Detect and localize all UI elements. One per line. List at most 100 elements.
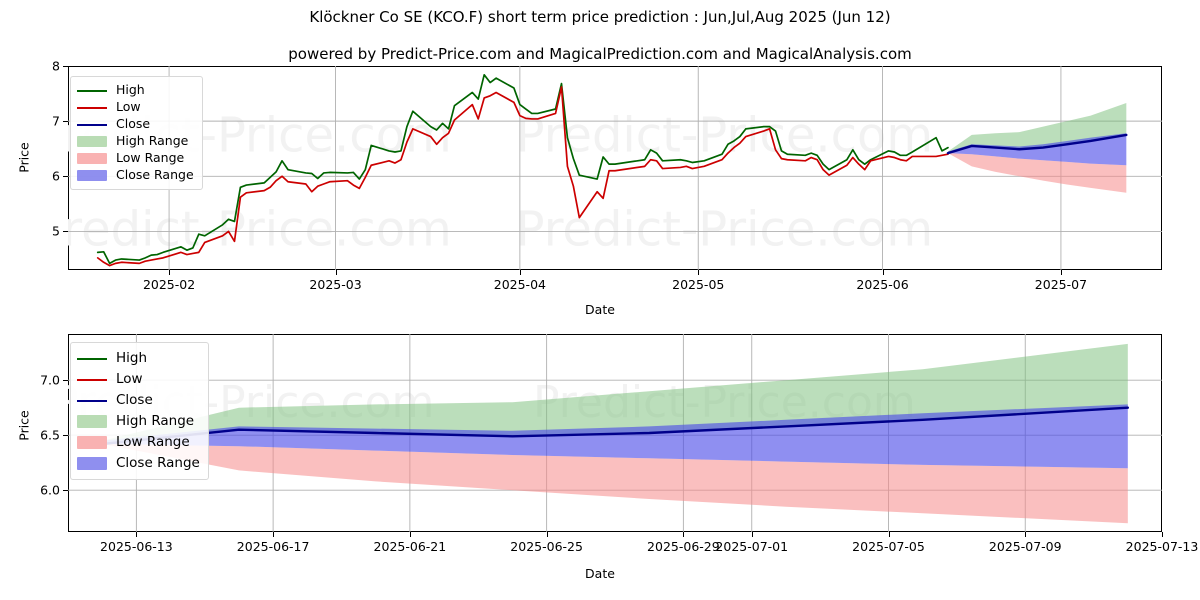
legend-label: Low Range (116, 433, 190, 450)
page-subtitle: powered by Predict-Price.com and Magical… (288, 45, 912, 63)
watermark-text: Predict-Price.com (516, 202, 934, 258)
legend-label: Close Range (116, 167, 194, 183)
legend-label: High (116, 349, 148, 366)
series-line-close (100, 406, 1130, 446)
legend-line-swatch (77, 123, 107, 126)
legend-patch-swatch (77, 415, 107, 428)
legend-patch-swatch (77, 436, 107, 449)
x-tick-mark (1025, 532, 1027, 537)
legend-item-high[interactable]: High (77, 348, 200, 369)
legend-item-low-range[interactable]: Low Range (77, 150, 194, 167)
watermark-text: Predict-Price.com (516, 108, 934, 164)
x-tick-mark (335, 270, 337, 275)
x-tick-label: 2025-06-21 (373, 539, 447, 554)
y-tick-label: 5 (52, 223, 60, 239)
forecast-band (102, 444, 1128, 524)
legend-label: High (116, 82, 145, 98)
legend-line-swatch (77, 357, 107, 360)
x-tick-label: 2025-07 (1034, 277, 1088, 292)
x-tick-label: 2025-03 (309, 277, 362, 292)
legend-item-high-range[interactable]: High Range (77, 411, 200, 432)
x-tick-mark (519, 270, 521, 275)
legend-label: Close Range (116, 454, 200, 471)
series-line-high (96, 73, 949, 265)
x-tick-label: 2025-04 (493, 277, 546, 292)
forecast-x-axis-label: Date (585, 566, 615, 581)
x-tick-label: 2025-07-13 (1125, 539, 1199, 554)
forecast-band (102, 404, 1128, 469)
x-tick-label: 2025-05 (672, 277, 725, 292)
overview-x-axis-label: Date (585, 302, 615, 317)
legend-item-high-range[interactable]: High Range (77, 133, 194, 150)
y-tick-mark (63, 380, 68, 382)
legend-line-swatch (77, 89, 107, 92)
legend-item-close-range[interactable]: Close Range (77, 167, 194, 184)
legend-item-close-range[interactable]: Close Range (77, 453, 200, 474)
x-tick-mark (751, 532, 753, 537)
legend-label: Close (116, 391, 153, 408)
legend-item-low[interactable]: Low (77, 369, 200, 390)
legend-item-close[interactable]: Close (77, 390, 200, 411)
series-line-close (946, 133, 1128, 155)
x-tick-mark (546, 532, 548, 537)
x-tick-label: 2025-07-01 (715, 539, 789, 554)
x-tick-mark (683, 532, 685, 537)
y-tick-mark (63, 176, 68, 178)
x-tick-label: 2025-06-29 (647, 539, 720, 554)
legend-label: Close (116, 116, 151, 132)
legend-patch-swatch (77, 457, 107, 470)
forecast-y-axis-label: Price (16, 410, 32, 441)
x-tick-mark (409, 532, 411, 537)
x-tick-mark (169, 270, 171, 275)
y-tick-mark (63, 121, 68, 123)
forecast-legend: High Low Close High Range Low Range Close Ran… (70, 342, 209, 480)
legend-patch-swatch (77, 153, 107, 164)
y-tick-label: 7 (52, 113, 60, 129)
overview-chart-panel: Predict-Price.com Predict-Price.com Predic… (68, 66, 1162, 270)
legend-label: Low Range (116, 150, 185, 166)
legend-label: High Range (116, 133, 189, 149)
forecast-band (947, 153, 1127, 193)
y-tick-mark (63, 66, 68, 67)
x-tick-label: 2025-06-25 (510, 539, 583, 554)
x-tick-mark (136, 532, 138, 537)
x-tick-label: 2025-07-05 (852, 539, 925, 554)
x-tick-label: 2025-02 (142, 277, 196, 292)
x-tick-mark (882, 270, 884, 275)
legend-patch-swatch (77, 136, 107, 147)
y-tick-mark (63, 490, 68, 492)
y-tick-label: 7.0 (40, 372, 60, 388)
x-tick-label: 2025-07-09 (988, 539, 1062, 554)
overview-svg: Predict-Price.com Predict-Price.com Predic… (68, 66, 1162, 270)
x-tick-mark (1162, 532, 1163, 537)
x-tick-mark (698, 270, 700, 275)
watermark-text: Predict-Price.com (68, 202, 452, 258)
y-tick-mark (63, 435, 68, 437)
y-tick-label: 6 (52, 168, 60, 184)
legend-item-close[interactable]: Close (77, 116, 194, 133)
legend-line-swatch (77, 378, 107, 381)
x-tick-mark (273, 532, 275, 537)
series-line-low (96, 86, 949, 267)
x-tick-mark (888, 532, 890, 537)
x-tick-label: 2025-06-17 (236, 539, 310, 554)
y-tick-mark (63, 231, 68, 233)
legend-label: High Range (116, 412, 195, 429)
page-title: Klöckner Co SE (KCO.F) short term price … (309, 8, 891, 26)
legend-label: Low (116, 370, 143, 387)
legend-patch-swatch (77, 170, 107, 181)
legend-label: Low (116, 99, 141, 115)
legend-item-low-range[interactable]: Low Range (77, 432, 200, 453)
legend-item-low[interactable]: Low (77, 99, 194, 116)
y-tick-label: 6.0 (40, 482, 60, 498)
overview-legend: High Low Close High Range Low Range Close Ran… (70, 76, 203, 190)
legend-line-swatch (77, 106, 107, 109)
legend-item-high[interactable]: High (77, 82, 194, 99)
y-tick-label: 6.5 (40, 427, 60, 443)
x-tick-mark (1060, 270, 1062, 275)
y-tick-label: 8 (52, 58, 60, 74)
legend-line-swatch (77, 399, 107, 402)
